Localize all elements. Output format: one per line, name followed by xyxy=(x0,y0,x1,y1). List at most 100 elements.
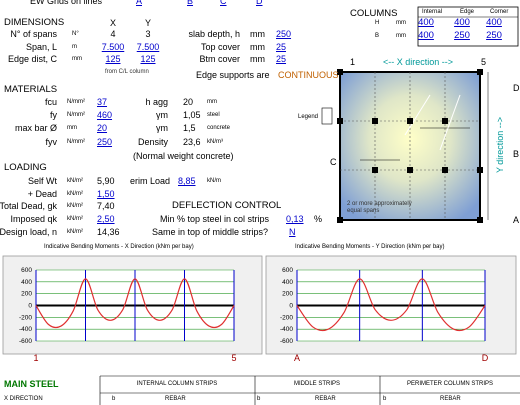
row-label: fy xyxy=(49,110,57,120)
input-value: N xyxy=(289,227,296,237)
grid-link[interactable]: A xyxy=(136,0,143,6)
row-label: fcu xyxy=(44,97,57,107)
unit: mm xyxy=(396,20,406,26)
diagram-label: B xyxy=(513,149,520,159)
unit: kN/m xyxy=(207,178,221,184)
y-tick-label: 200 xyxy=(21,291,32,298)
column-header: Y xyxy=(144,18,152,28)
row-label: Top cover xyxy=(200,42,240,52)
row-label: slab depth, h xyxy=(188,29,240,39)
input-value: 400 xyxy=(418,17,434,28)
row-label: Design load, n xyxy=(0,227,57,237)
row-label: + Dead xyxy=(27,189,57,199)
column-header: INTERNAL COLUMN STRIPS xyxy=(136,381,218,387)
section-title: MAIN STEEL xyxy=(4,379,59,389)
input-value: 400 xyxy=(454,17,470,28)
row-label: Min % top steel in col strips xyxy=(160,214,270,224)
y-tick-label: 0 xyxy=(28,303,32,310)
section-title: LOADING xyxy=(4,162,47,173)
value: 2,50 xyxy=(97,214,115,224)
row-label: Same in top of middle strips? xyxy=(152,227,269,237)
value: 20 xyxy=(183,97,194,107)
row-label: γm xyxy=(156,123,168,133)
unit: mm xyxy=(250,54,265,64)
unit: kN/m² xyxy=(67,178,83,184)
row-label: Total Dead, gk xyxy=(0,201,57,211)
input-value: 25 xyxy=(276,42,287,52)
input-value: 250 xyxy=(486,30,502,41)
unit: kN/m² xyxy=(67,216,83,222)
unit: kN/m² xyxy=(67,203,83,209)
section-title: DIMENSIONS xyxy=(4,17,65,28)
column-header: PERIMETER COLUMN STRIPS xyxy=(406,381,494,387)
value: 7.500 xyxy=(101,42,125,52)
unit: % xyxy=(314,214,323,224)
row-label: γm xyxy=(156,110,168,120)
row-label: Edge supports are xyxy=(196,70,270,80)
cell: b xyxy=(383,396,387,402)
y-tick-label: -400 xyxy=(280,326,293,333)
input-value: 400 xyxy=(418,30,434,41)
unit: kN/m² xyxy=(67,191,83,197)
input-value: 37 xyxy=(97,97,108,107)
diagram-label: 5 xyxy=(481,57,487,67)
grid-link[interactable]: C xyxy=(220,0,227,6)
unit: concrete xyxy=(207,125,231,131)
cell: REBAR xyxy=(315,396,336,402)
axis-end-label: 5 xyxy=(231,353,237,363)
cell: REBAR xyxy=(440,396,461,402)
cell: REBAR xyxy=(165,396,186,402)
unit: N/mm² xyxy=(67,139,85,145)
unit: mm xyxy=(207,99,217,105)
y-tick-label: -600 xyxy=(19,338,32,345)
unit: N° xyxy=(72,31,79,37)
value: 1,5 xyxy=(183,123,196,133)
row-label: fyv xyxy=(45,137,57,147)
grid-link[interactable]: B xyxy=(187,0,194,6)
input-value: 20 xyxy=(97,123,108,133)
row-label: N° of spans xyxy=(10,29,57,39)
value: 7.500 xyxy=(136,42,160,52)
value: 14,36 xyxy=(97,227,120,237)
grid-link[interactable]: D xyxy=(256,0,263,6)
diagram-note: 2 or more approximately equal spans xyxy=(347,201,412,214)
diagram-label: <-- X direction --> xyxy=(383,57,454,67)
column-header: Edge xyxy=(460,9,475,15)
input-value: 460 xyxy=(97,110,113,120)
unit: steel xyxy=(207,112,220,118)
unit: N/mm² xyxy=(67,99,85,105)
axis-end-label: A xyxy=(293,353,301,363)
input-value: CONTINUOUS xyxy=(278,70,339,80)
moment-line xyxy=(35,278,235,329)
y-tick-label: -600 xyxy=(280,338,293,345)
unit: kN/m² xyxy=(67,229,83,235)
row-label: X DIRECTION xyxy=(4,396,43,402)
cell: b xyxy=(112,396,116,402)
diagram-label: Legend xyxy=(298,114,319,120)
row-label: max bar Ø xyxy=(14,123,57,133)
input-value: 250 xyxy=(454,30,470,41)
y-tick-label: 0 xyxy=(289,303,293,310)
unit: N/mm² xyxy=(67,112,85,118)
unit: mm xyxy=(250,29,265,39)
y-tick-label: -200 xyxy=(19,314,32,321)
section-title: COLUMNS xyxy=(350,8,398,19)
input-value: 400 xyxy=(486,17,502,28)
y-tick-label: 400 xyxy=(282,279,293,286)
value: 125 xyxy=(105,54,121,64)
row-label: H xyxy=(375,20,380,26)
row-label: Btm cover xyxy=(199,54,240,64)
value: 4 xyxy=(110,29,116,39)
value: 23,6 xyxy=(183,137,201,147)
diagram-label: 1 xyxy=(350,57,356,67)
grid-label: EW Grids on lines xyxy=(30,0,103,6)
y-tick-label: -400 xyxy=(19,326,32,333)
diagram-label: C xyxy=(330,157,337,167)
row-label: erim Load xyxy=(130,176,171,186)
moment-line xyxy=(296,278,486,332)
row-label: Imposed qk xyxy=(10,214,57,224)
unit: kN/m³ xyxy=(207,139,223,145)
y-tick-label: 600 xyxy=(21,267,32,274)
